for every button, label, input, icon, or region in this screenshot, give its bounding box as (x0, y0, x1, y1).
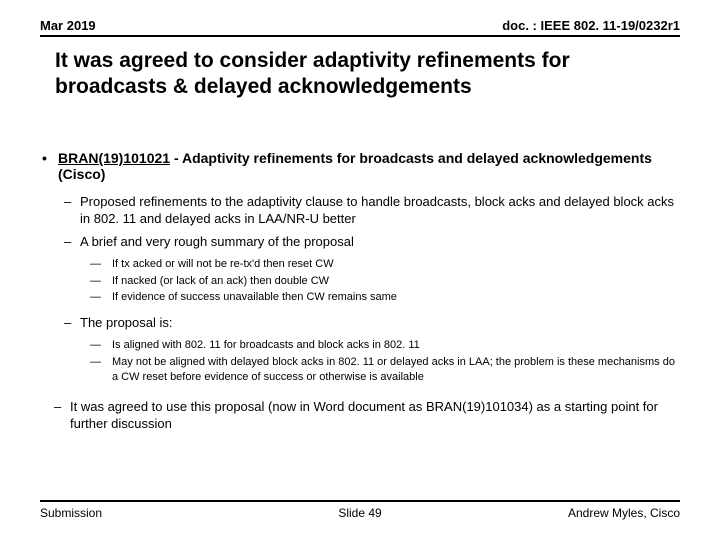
sub-bullet-out: It was agreed to use this proposal (now … (40, 399, 680, 433)
sub-sub-bullet-1: If tx acked or will not be re-tx'd then … (40, 257, 680, 272)
footer-right: Andrew Myles, Cisco (568, 506, 680, 520)
header-docref: doc. : IEEE 802. 11-19/0232r1 (502, 18, 680, 33)
footer-left: Submission (40, 506, 102, 520)
sub-bullet-2: A brief and very rough summary of the pr… (40, 234, 680, 251)
main-bullet: BRAN(19)101021 - Adaptivity refinements … (40, 150, 680, 182)
slide-footer: Submission Slide 49 Andrew Myles, Cisco (40, 500, 680, 520)
slide-title: It was agreed to consider adaptivity ref… (55, 48, 665, 101)
sub-bullet-1: Proposed refinements to the adaptivity c… (40, 194, 680, 228)
sub-sub-bullet-5: May not be aligned with delayed block ac… (40, 355, 680, 385)
header-date: Mar 2019 (40, 18, 96, 33)
doc-reference: BRAN(19)101021 (58, 150, 170, 166)
sub-sub-bullet-2: If nacked (or lack of an ack) then doubl… (40, 274, 680, 289)
sub-bullet-3: The proposal is: (40, 315, 680, 332)
sub-sub-bullet-3: If evidence of success unavailable then … (40, 290, 680, 305)
slide-header: Mar 2019 doc. : IEEE 802. 11-19/0232r1 (40, 18, 680, 37)
sub-sub-bullet-4: Is aligned with 802. 11 for broadcasts a… (40, 338, 680, 353)
slide-content: BRAN(19)101021 - Adaptivity refinements … (40, 150, 680, 432)
